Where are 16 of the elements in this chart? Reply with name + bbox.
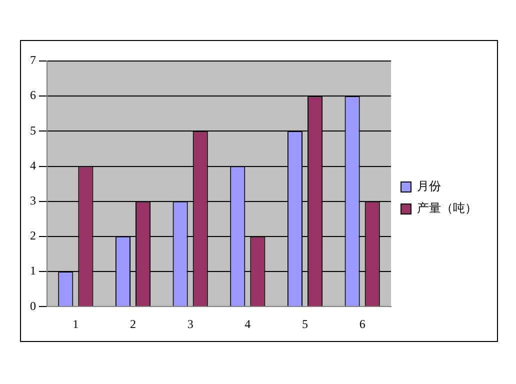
x-tick-label: 1 [72,316,79,331]
y-tick-label: 6 [30,88,36,102]
x-tick-label: 4 [244,316,251,331]
legend-label: 月份 [417,179,441,194]
y-tick-label: 4 [30,158,36,172]
legend-label: 产量（吨） [417,201,477,216]
y-tick-label: 3 [30,194,36,208]
x-tick-label: 2 [130,316,136,331]
x-tick-label: 3 [187,316,194,331]
y-tick-label: 7 [30,53,36,68]
y-tick-label: 5 [30,123,36,138]
y-tick-label: 1 [30,264,36,278]
y-tick-label: 0 [30,298,36,313]
y-tick-label: 2 [30,228,36,243]
x-tick-label: 5 [302,316,308,331]
x-tick-label: 6 [359,316,366,331]
